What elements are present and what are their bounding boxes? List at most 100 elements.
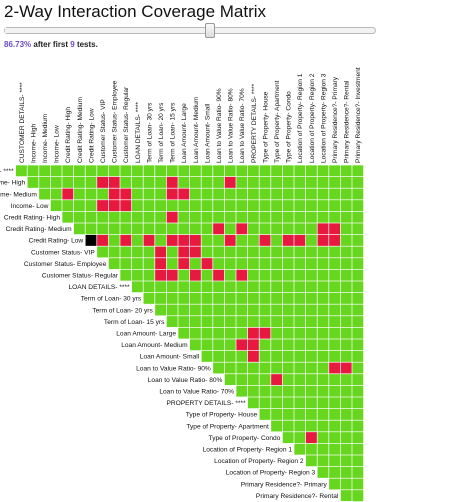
matrix-cell-covered: [143, 176, 155, 188]
matrix-cell-covered: [120, 165, 132, 177]
row-label: Loan to Value Ratio- 90%: [136, 365, 211, 372]
matrix-cell-covered: [143, 188, 155, 200]
matrix-cell-covered: [259, 188, 271, 200]
row-label: Primary Residence?- Rental: [256, 493, 339, 500]
matrix-cell-covered: [282, 350, 294, 362]
matrix-cell-covered: [155, 176, 167, 188]
matrix-cell-covered: [155, 200, 167, 212]
matrix-cell-covered: [329, 281, 341, 293]
matrix-cell-covered: [340, 478, 352, 490]
matrix-cell-covered: [189, 211, 201, 223]
matrix-cell-covered: [213, 327, 225, 339]
column-label: Type of Property- Condo: [286, 91, 293, 163]
matrix-cell-covered: [340, 490, 352, 502]
matrix-cell-covered: [247, 223, 259, 235]
matrix-cell-covered: [201, 234, 213, 246]
matrix-cells: [15, 165, 364, 502]
matrix-cell-uncovered: [271, 374, 283, 386]
column-label: LOAN DETAILS- ****: [135, 101, 142, 163]
row-labels: CUSTOMER DETAILS- **** Income- High Income…: [0, 168, 339, 500]
matrix-cell-covered: [340, 269, 352, 281]
matrix-cell-covered: [282, 269, 294, 281]
matrix-cell-covered: [329, 188, 341, 200]
matrix-cell-covered: [305, 246, 317, 258]
matrix-cell-covered: [271, 362, 283, 374]
matrix-cell-uncovered: [178, 258, 190, 270]
matrix-cell-covered: [259, 316, 271, 328]
matrix-cell-covered: [189, 223, 201, 235]
row-label: Loan to Value Ratio- 80%: [148, 377, 223, 384]
matrix-cell-covered: [305, 165, 317, 177]
matrix-cell-covered: [282, 304, 294, 316]
test-count-slider[interactable]: [4, 23, 376, 38]
matrix-cell-covered: [166, 316, 178, 328]
matrix-cell-covered: [352, 478, 364, 490]
matrix-cell-covered: [189, 292, 201, 304]
matrix-cell-covered: [201, 269, 213, 281]
matrix-cell-covered: [340, 211, 352, 223]
matrix-cell-covered: [317, 316, 329, 328]
matrix-cell-covered: [201, 200, 213, 212]
matrix-cell-covered: [305, 327, 317, 339]
matrix-cell-covered: [189, 304, 201, 316]
matrix-cell-covered: [236, 362, 248, 374]
matrix-cell-covered: [143, 246, 155, 258]
matrix-cell-covered: [294, 443, 306, 455]
matrix-cell-covered: [305, 211, 317, 223]
matrix-cell-covered: [340, 234, 352, 246]
matrix-cell-uncovered: [189, 234, 201, 246]
matrix-cell-covered: [340, 408, 352, 420]
matrix-cell-covered: [329, 339, 341, 351]
matrix-cell-covered: [329, 165, 341, 177]
matrix-cell-covered: [282, 211, 294, 223]
matrix-cell-covered: [282, 432, 294, 444]
matrix-cell-covered: [224, 327, 236, 339]
matrix-cell-covered: [329, 374, 341, 386]
matrix-cell-covered: [224, 200, 236, 212]
slider-thumb[interactable]: [204, 23, 215, 38]
matrix-cell-covered: [352, 200, 364, 212]
matrix-cell-covered: [201, 350, 213, 362]
matrix-cell-covered: [271, 234, 283, 246]
matrix-cell-covered: [340, 292, 352, 304]
matrix-cell-covered: [317, 397, 329, 409]
test-count: 9: [70, 40, 75, 49]
matrix-cell-covered: [282, 339, 294, 351]
matrix-cell-covered: [120, 211, 132, 223]
matrix-cell-uncovered: [224, 234, 236, 246]
matrix-cell-covered: [329, 350, 341, 362]
column-label: Loan to Value Ratio- 70%: [239, 88, 246, 163]
matrix-cell-uncovered: [247, 339, 259, 351]
matrix-cell-covered: [352, 466, 364, 478]
matrix-cell-covered: [340, 350, 352, 362]
matrix-cell-covered: [155, 211, 167, 223]
matrix-cell-covered: [131, 281, 143, 293]
matrix-cell-covered: [236, 234, 248, 246]
matrix-cell-covered: [352, 397, 364, 409]
matrix-cell-covered: [236, 165, 248, 177]
matrix-cell-covered: [352, 188, 364, 200]
matrix-cell-covered: [213, 176, 225, 188]
matrix-cell-covered: [352, 490, 364, 502]
matrix-cell-uncovered: [317, 234, 329, 246]
matrix-cell-uncovered: [247, 350, 259, 362]
matrix-cell-covered: [329, 269, 341, 281]
matrix-cell-covered: [224, 223, 236, 235]
matrix-cell-covered: [305, 304, 317, 316]
matrix-cell-covered: [247, 304, 259, 316]
matrix-cell-covered: [294, 269, 306, 281]
row-label: PROPERTY DETAILS- ****: [166, 400, 246, 407]
matrix-cell-covered: [166, 165, 178, 177]
matrix-cell-covered: [73, 223, 85, 235]
matrix-cell-covered: [340, 304, 352, 316]
matrix-cell-covered: [50, 200, 62, 212]
matrix-cell-uncovered: [224, 176, 236, 188]
matrix-cell-uncovered: [189, 269, 201, 281]
matrix-cell-covered: [329, 304, 341, 316]
matrix-cell-covered: [340, 246, 352, 258]
matrix-cell-covered: [352, 211, 364, 223]
matrix-cell-covered: [213, 292, 225, 304]
matrix-cell-covered: [155, 304, 167, 316]
matrix-cell-covered: [247, 269, 259, 281]
matrix-cell-covered: [166, 223, 178, 235]
